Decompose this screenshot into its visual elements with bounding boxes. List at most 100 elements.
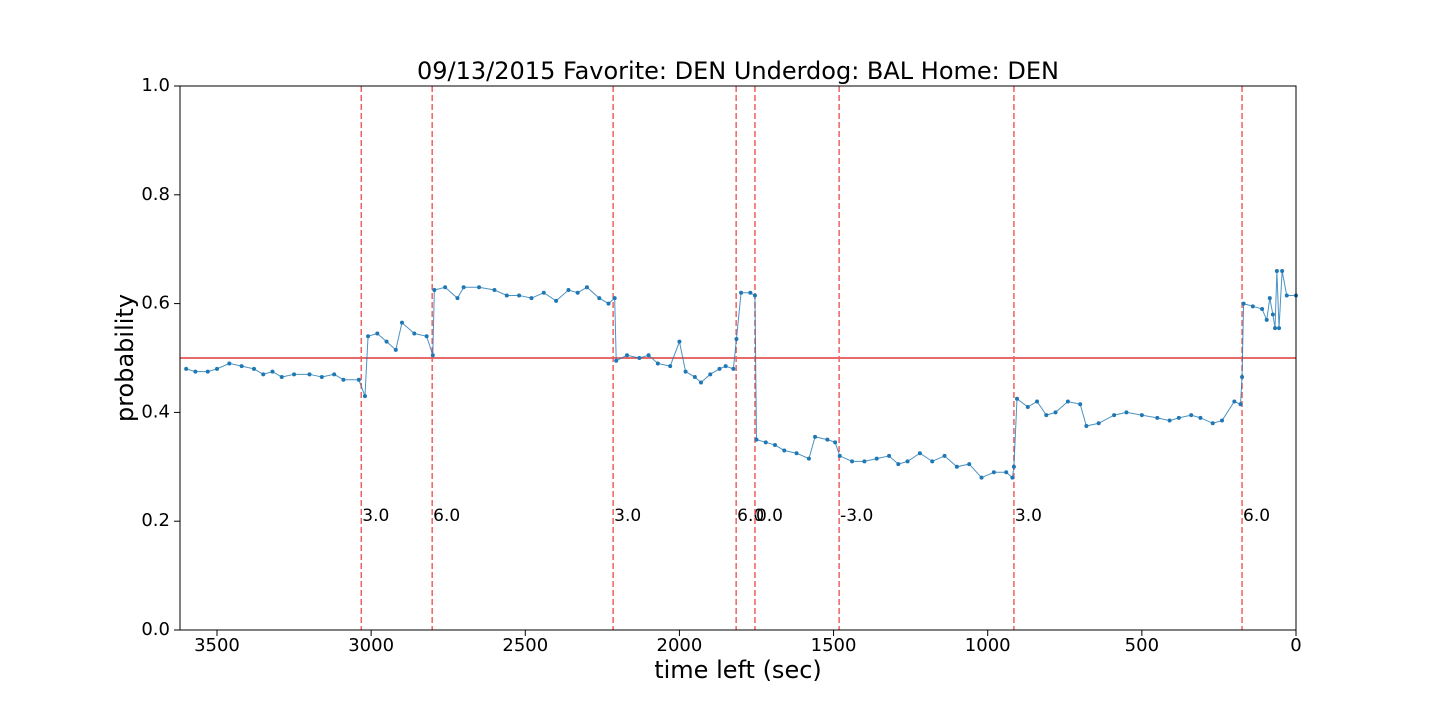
data-point — [794, 451, 799, 456]
x-tick-label: 2500 — [502, 635, 548, 656]
data-point — [1155, 415, 1160, 420]
data-point — [850, 459, 855, 464]
data-point — [646, 353, 651, 358]
data-point — [184, 366, 189, 371]
data-point — [723, 364, 728, 369]
data-point — [739, 290, 744, 295]
data-point — [967, 462, 972, 467]
data-point — [625, 353, 630, 358]
data-point — [341, 377, 346, 382]
data-point — [683, 369, 688, 374]
data-point — [1167, 418, 1172, 423]
data-point — [699, 380, 704, 385]
data-point — [874, 456, 879, 461]
data-point — [1220, 418, 1225, 423]
data-point — [443, 285, 448, 290]
data-point — [942, 453, 947, 458]
data-point — [782, 448, 787, 453]
data-point — [279, 375, 284, 380]
data-point — [717, 366, 722, 371]
data-point — [517, 293, 522, 298]
x-tick-label: 3500 — [194, 635, 240, 656]
data-point — [504, 293, 509, 298]
data-point — [239, 364, 244, 369]
data-point — [1277, 326, 1282, 331]
y-tick-label: 0.8 — [141, 184, 170, 205]
data-point — [384, 339, 389, 344]
y-tick-label: 0.0 — [141, 619, 170, 640]
data-point — [1240, 375, 1245, 380]
data-point — [566, 288, 571, 292]
data-point — [205, 369, 210, 374]
data-point — [930, 459, 935, 464]
data-point — [772, 443, 777, 448]
event-label: 0.0 — [756, 506, 783, 526]
data-point — [612, 296, 617, 301]
data-point — [1273, 326, 1278, 331]
data-point — [1011, 464, 1016, 469]
data-point — [655, 361, 660, 366]
data-point — [1274, 268, 1279, 273]
data-point — [954, 464, 959, 469]
data-point — [1264, 317, 1269, 322]
event-label: 3.0 — [614, 506, 641, 526]
data-point — [1139, 413, 1144, 418]
data-point — [227, 361, 232, 366]
data-point — [393, 347, 398, 352]
y-tick-label: 0.4 — [141, 401, 170, 422]
data-point — [677, 339, 682, 344]
data-point — [270, 369, 275, 374]
data-point — [1010, 475, 1015, 480]
data-point — [477, 285, 482, 290]
data-point — [731, 366, 736, 371]
data-point — [833, 440, 838, 445]
data-point — [214, 366, 219, 371]
data-point — [806, 456, 811, 461]
x-tick-label: 2000 — [657, 635, 703, 656]
data-point — [455, 296, 460, 301]
data-point — [979, 475, 984, 480]
data-point — [837, 453, 842, 458]
data-point — [1015, 396, 1019, 401]
data-point — [332, 372, 337, 377]
data-point — [412, 331, 417, 336]
y-tick-label: 0.6 — [141, 293, 170, 314]
data-point — [584, 285, 589, 290]
data-point — [754, 437, 759, 442]
x-tick-label: 1000 — [965, 635, 1011, 656]
y-axis-label: probability — [111, 294, 139, 422]
data-point — [1025, 404, 1030, 409]
data-point — [1250, 304, 1255, 309]
data-point — [597, 296, 602, 301]
data-point — [1238, 402, 1243, 407]
plot-frame — [179, 85, 1297, 631]
data-point — [292, 372, 297, 377]
data-point — [1267, 296, 1272, 301]
event-label: 3.0 — [1015, 506, 1042, 526]
data-point — [905, 459, 910, 464]
data-point — [1280, 268, 1285, 273]
event-label: 6.0 — [1243, 506, 1270, 526]
data-point — [430, 353, 435, 358]
data-point — [529, 296, 534, 301]
data-point — [1260, 307, 1265, 312]
data-point — [356, 377, 361, 382]
data-point — [1084, 424, 1089, 428]
data-point — [575, 290, 580, 295]
y-tick-label: 0.2 — [141, 510, 170, 531]
data-point — [1004, 470, 1009, 475]
data-point — [1044, 413, 1049, 418]
data-point — [261, 372, 266, 377]
data-point — [1270, 312, 1275, 317]
x-tick-label: 0 — [1290, 635, 1301, 656]
event-label: 6.0 — [433, 506, 460, 526]
data-point — [813, 434, 818, 439]
data-point — [752, 293, 757, 298]
data-point — [399, 320, 404, 325]
data-point — [375, 331, 380, 336]
data-point — [492, 288, 497, 292]
data-point — [1284, 293, 1289, 298]
data-point — [424, 334, 429, 339]
data-point — [1232, 399, 1237, 404]
